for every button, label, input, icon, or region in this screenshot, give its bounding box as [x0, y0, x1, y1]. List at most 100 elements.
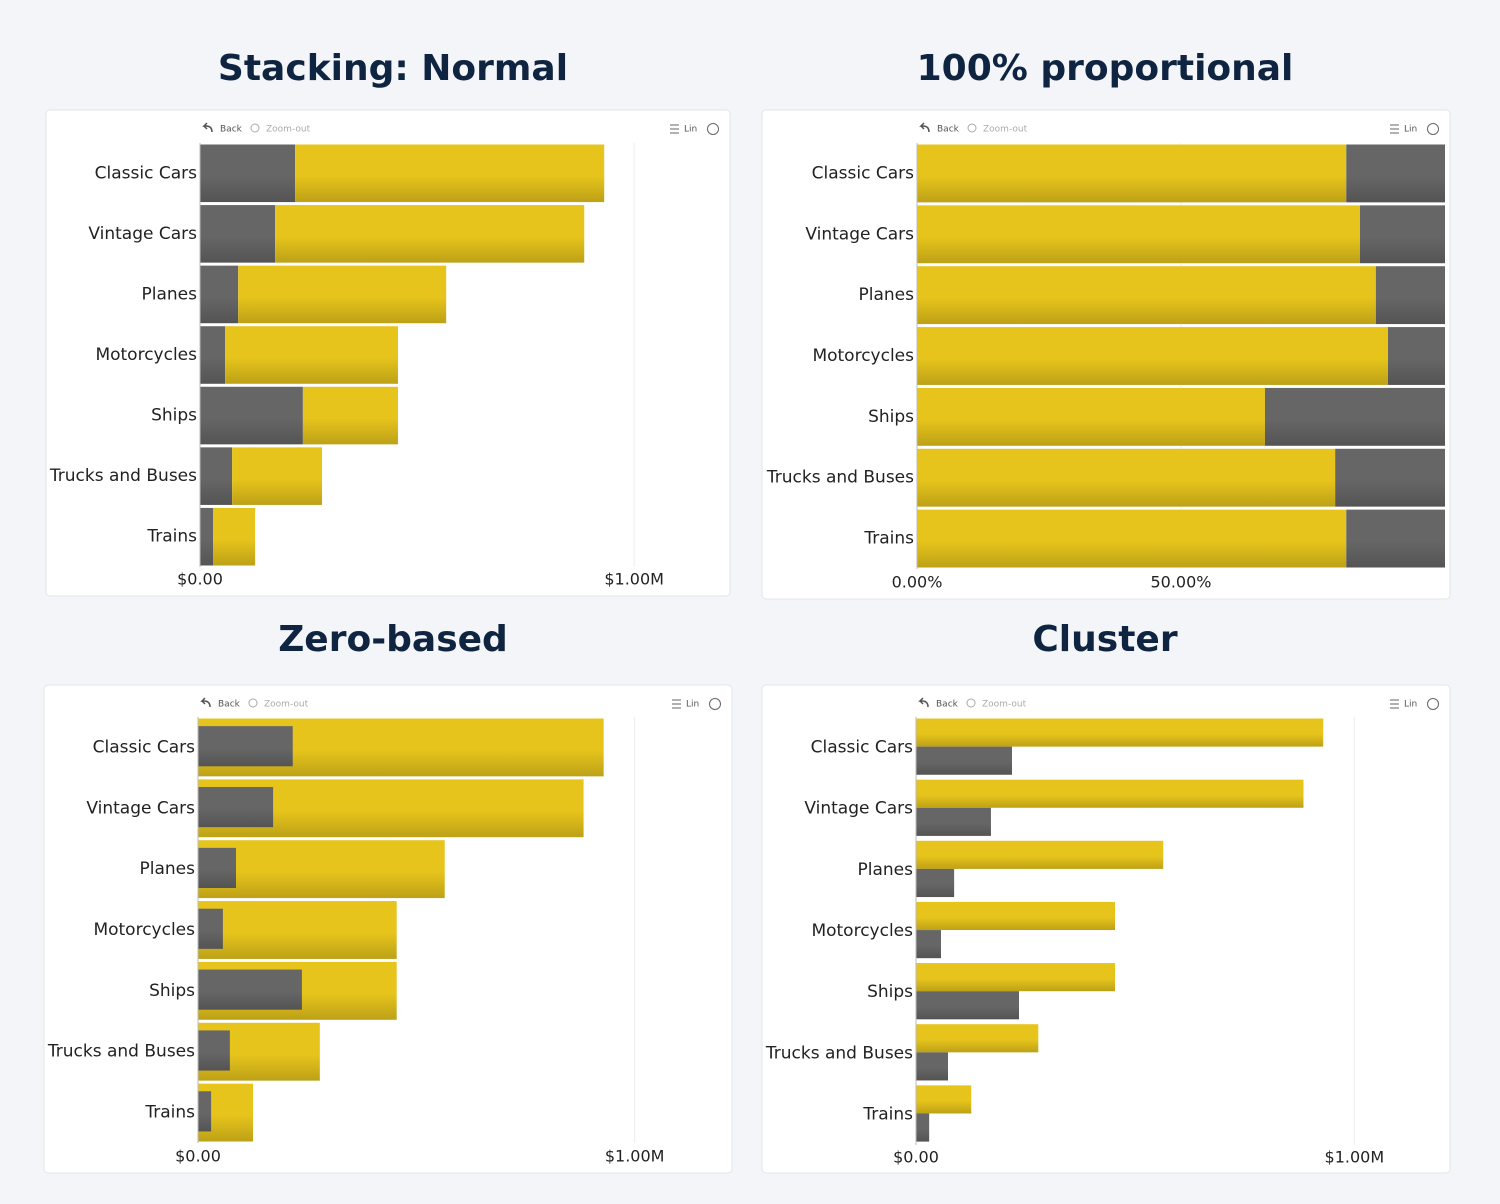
bar [198, 726, 293, 767]
bar [200, 265, 239, 324]
category-label: Ships [151, 406, 197, 426]
zoom-out-button[interactable]: Zoom-out [982, 700, 1027, 710]
bar [198, 969, 302, 1010]
back-button[interactable]: Back [936, 700, 959, 710]
bar [1335, 448, 1445, 507]
category-label: Trucks and Buses [765, 1043, 913, 1063]
category-label: Trains [863, 529, 914, 549]
zoom-icon [966, 698, 976, 708]
bar [198, 1091, 212, 1132]
back-button[interactable]: Back [937, 125, 960, 135]
chart-title: Stacking: Normal [218, 48, 568, 89]
bar [232, 447, 323, 505]
bar [200, 386, 303, 445]
bar [917, 266, 1376, 325]
info-icon [1427, 698, 1439, 710]
zoom-out-button[interactable]: Zoom-out [983, 125, 1028, 135]
bar [916, 1024, 1039, 1053]
scale-button[interactable]: Lin [1404, 700, 1417, 710]
bar [916, 901, 1116, 931]
bar [917, 448, 1336, 507]
bar [916, 963, 1116, 992]
category-label: Classic Cars [95, 163, 197, 183]
bar [917, 387, 1265, 446]
chart-title: Cluster [1032, 619, 1177, 660]
category-label: Vintage Cars [805, 224, 914, 244]
back-icon [918, 697, 929, 708]
bar [1387, 327, 1445, 385]
bar [302, 386, 398, 445]
x-tick-label: 50.00% [1150, 573, 1211, 592]
info-icon [707, 123, 719, 135]
bar [916, 930, 941, 959]
bar [916, 991, 1020, 1020]
category-label: Trucks and Buses [766, 468, 914, 488]
category-label: Planes [858, 860, 914, 880]
category-label: Vintage Cars [88, 224, 197, 244]
back-button[interactable]: Back [218, 700, 241, 710]
bar [1346, 144, 1445, 203]
back-icon [919, 122, 930, 133]
info-icon [1427, 123, 1439, 135]
scale-button[interactable]: Lin [684, 125, 697, 135]
category-label: Trucks and Buses [47, 1042, 195, 1062]
bar [917, 205, 1360, 264]
back-icon [202, 122, 213, 133]
x-tick-label: $1.00M [1325, 1148, 1385, 1167]
bar [200, 144, 296, 203]
bar [917, 327, 1388, 385]
bar [1375, 266, 1445, 325]
zoom-out-button[interactable]: Zoom-out [264, 700, 309, 710]
category-label: Vintage Cars [804, 799, 913, 819]
bar [1346, 509, 1445, 568]
x-tick-label: $1.00M [604, 570, 664, 589]
zoom-icon [967, 123, 977, 133]
bar [238, 265, 447, 324]
category-label: Planes [140, 859, 196, 879]
zoom-icon [250, 123, 260, 133]
category-label: Classic Cars [812, 163, 914, 183]
category-label: Classic Cars [811, 738, 913, 758]
bar [1264, 387, 1445, 446]
scale-button[interactable]: Lin [1404, 125, 1417, 135]
bar [916, 718, 1324, 747]
x-tick-label: $1.00M [605, 1147, 665, 1166]
bar [198, 908, 223, 949]
category-label: Trucks and Buses [49, 466, 197, 486]
category-label: Ships [868, 407, 914, 427]
bar [916, 868, 955, 898]
x-tick-label: 0.00% [892, 573, 943, 592]
category-label: Planes [859, 285, 915, 305]
category-label: Trains [144, 1103, 195, 1123]
bar [1359, 205, 1445, 264]
info-icon [709, 698, 721, 710]
scale-button[interactable]: Lin [686, 700, 699, 710]
bar [213, 507, 256, 566]
back-button[interactable]: Back [220, 125, 243, 135]
zoom-icon [248, 698, 258, 708]
category-label: Motorcycles [93, 920, 195, 940]
bar [917, 144, 1347, 203]
bar [200, 205, 276, 263]
category-label: Trains [862, 1104, 913, 1124]
category-label: Motorcycles [811, 921, 913, 941]
bar [200, 326, 226, 384]
bar [916, 1085, 972, 1114]
bar [198, 1030, 230, 1071]
x-tick-label: $0.00 [175, 1147, 221, 1166]
bar [200, 447, 233, 505]
zoom-out-button[interactable]: Zoom-out [266, 125, 311, 135]
category-label: Ships [149, 981, 195, 1001]
bar [225, 326, 398, 384]
bar [916, 779, 1304, 808]
back-icon [200, 697, 211, 708]
category-label: Classic Cars [93, 737, 195, 757]
bar [916, 807, 991, 836]
bar [916, 746, 1012, 775]
bar [295, 144, 605, 203]
x-tick-label: $0.00 [893, 1148, 939, 1167]
bar [275, 205, 585, 263]
bar [198, 786, 274, 828]
bar [916, 1052, 948, 1081]
x-tick-label: $0.00 [177, 570, 223, 589]
